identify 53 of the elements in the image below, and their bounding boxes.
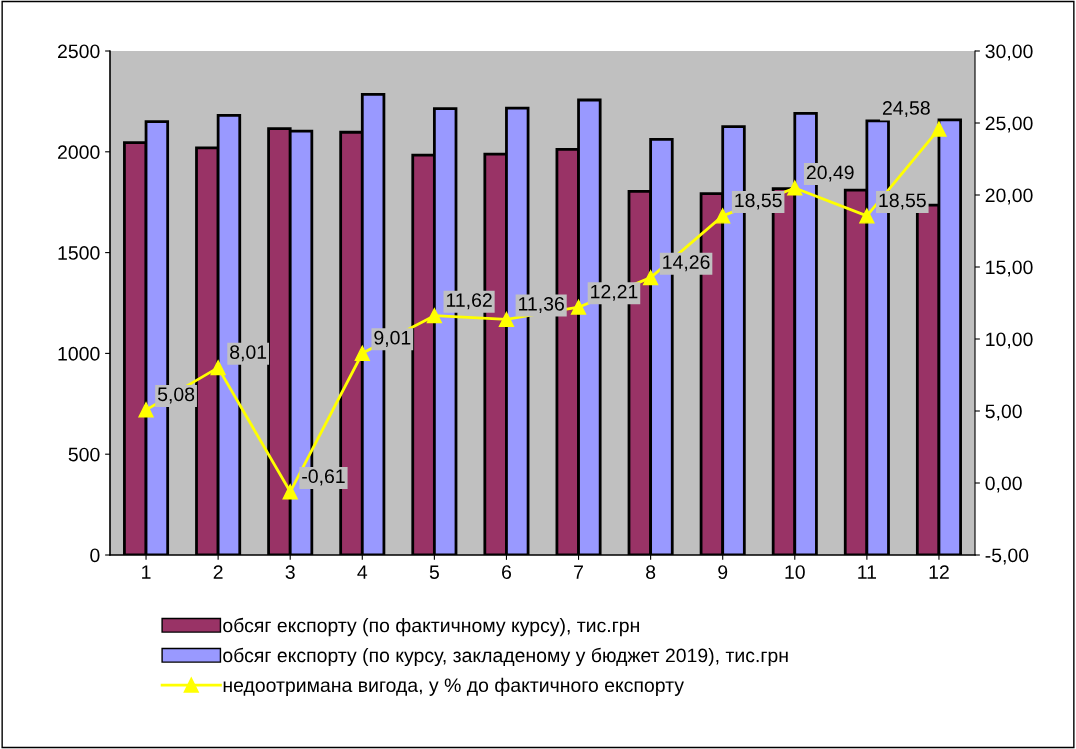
data-label: -0,61	[302, 469, 345, 486]
x-tick-label: 6	[502, 565, 512, 579]
y2-tick-label: 5,00	[985, 404, 1022, 421]
x-tick-label: 1	[142, 565, 151, 579]
x-tick-label: 4	[357, 565, 368, 579]
data-label: 18,55	[879, 193, 926, 210]
x-tick-label: 8	[646, 565, 656, 579]
legend-label: недоотримана вигода, у % до фактичного експорту	[223, 677, 684, 696]
point	[715, 208, 731, 224]
y-tick-label: 1500	[58, 246, 100, 260]
y-tick-label: 2000	[58, 145, 100, 160]
point	[210, 360, 226, 376]
y2-tick-label: 25,00	[985, 116, 1033, 133]
data-label: 11,36	[519, 296, 564, 314]
data-label: 8,01	[230, 345, 267, 362]
data-label: 12,21	[591, 284, 638, 301]
point	[138, 402, 154, 418]
data-label: 14,26	[663, 255, 710, 272]
data-label: 9,01	[374, 330, 411, 347]
point	[787, 180, 803, 196]
data-label: 5,08	[157, 387, 195, 404]
x-tick-label: 9	[718, 565, 728, 579]
point	[931, 121, 947, 137]
y-tick-label: 1000	[58, 346, 100, 361]
x-tick-label: 2	[213, 565, 223, 579]
y2-tick-label: 15,00	[986, 260, 1033, 277]
data-label: 20,49	[806, 165, 854, 182]
y-tick-label: 2500	[58, 44, 100, 59]
x-tick-label: 10	[785, 565, 805, 579]
x-tick-label: 11	[858, 565, 877, 579]
data-label: 18,55	[735, 193, 782, 210]
y-tick-label: 0	[90, 548, 100, 563]
y-tick-label: 500	[68, 447, 100, 462]
data-label: 24,58	[882, 101, 930, 118]
x-tick-label: 12	[929, 565, 949, 579]
point	[426, 308, 443, 324]
y2-tick-label: 0,00	[985, 476, 1022, 493]
x-tick-label: 7	[574, 565, 583, 579]
x-tick-label: 3	[285, 565, 295, 579]
legend-label: обсяг експорту (по курсу, закладеному у бюджет 2019), тис.грн	[223, 647, 788, 667]
y2-tick-label: 20,00	[985, 188, 1033, 205]
legend-label: обсяг експорту (по фактичному курсу), тис.грн	[223, 617, 639, 637]
y2-tick-label: 10,00	[986, 332, 1033, 349]
point	[859, 208, 875, 224]
point	[282, 484, 298, 500]
data-label: 11,62	[446, 293, 492, 310]
point	[642, 270, 659, 286]
point	[354, 345, 370, 361]
y2-tick-label: -5,00	[985, 548, 1029, 565]
y2-tick-label: 30,00	[985, 44, 1033, 61]
point	[498, 311, 515, 328]
point	[570, 299, 587, 315]
x-tick-label: 5	[429, 565, 439, 579]
